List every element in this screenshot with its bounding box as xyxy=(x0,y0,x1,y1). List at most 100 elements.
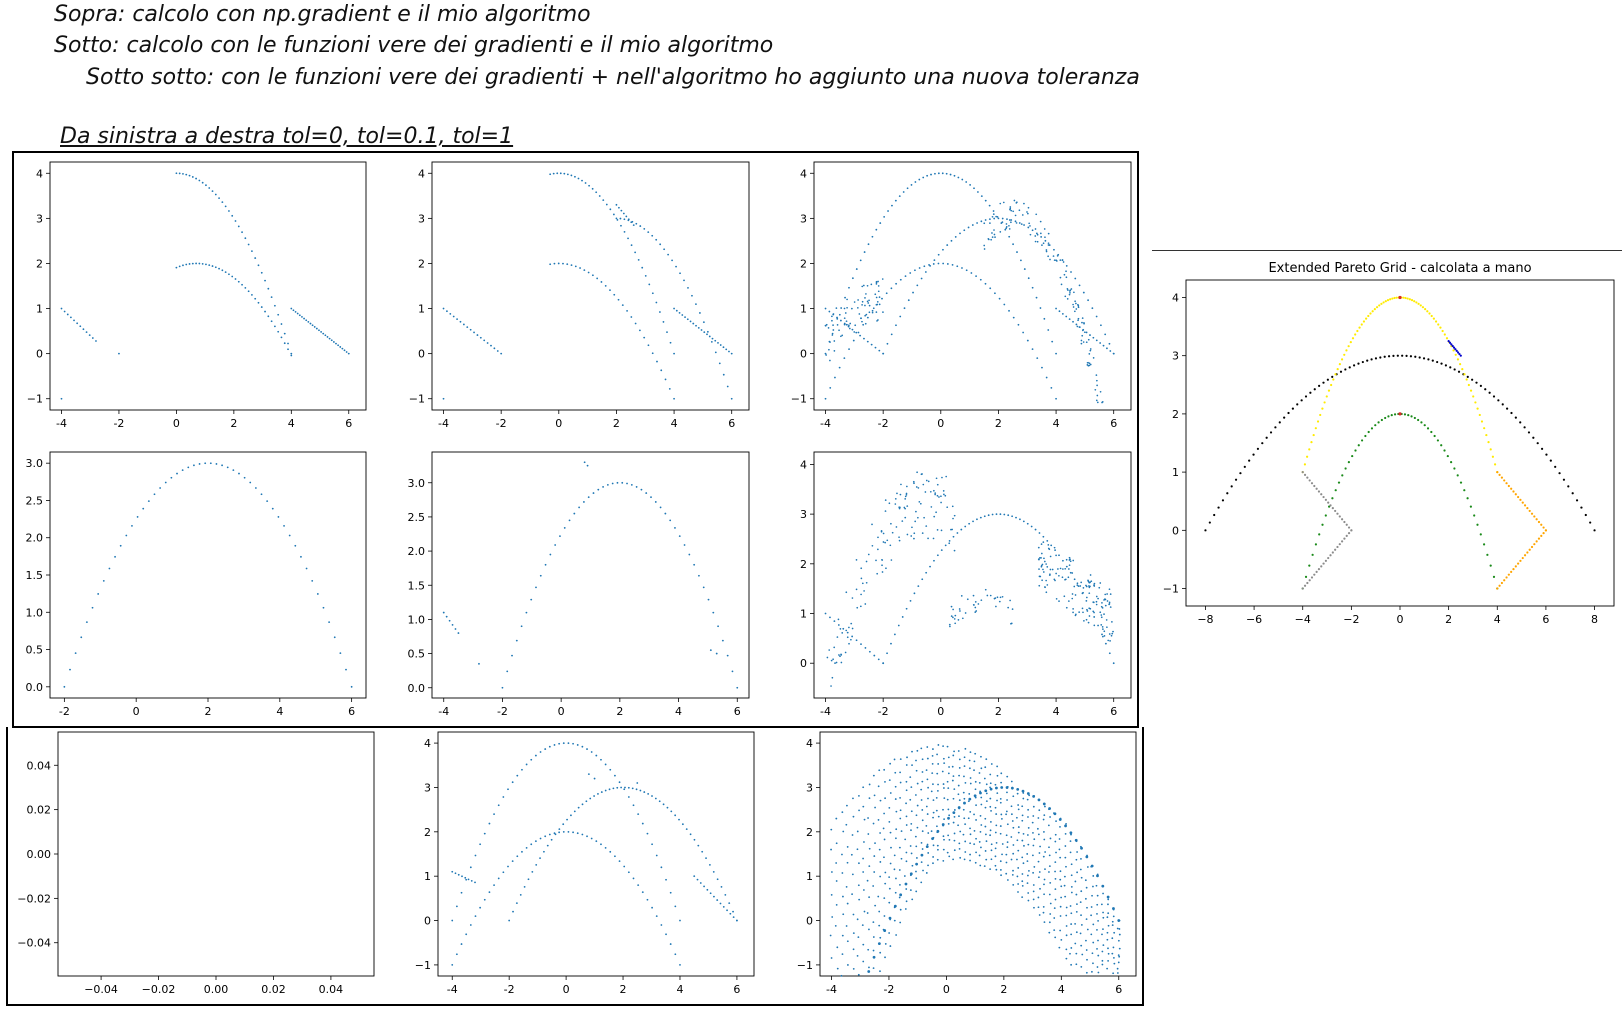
data-point xyxy=(941,172,944,175)
data-point xyxy=(1006,791,1008,794)
data-point xyxy=(1371,310,1374,313)
data-point xyxy=(1021,805,1024,808)
data-point xyxy=(1352,364,1356,367)
x-tick-label: −8 xyxy=(1197,613,1213,626)
data-point xyxy=(863,818,866,821)
data-point xyxy=(921,578,924,581)
data-point xyxy=(893,633,896,636)
data-point xyxy=(1544,529,1548,532)
data-point xyxy=(855,639,858,642)
data-point xyxy=(881,564,883,567)
data-point xyxy=(244,237,247,240)
data-point xyxy=(924,491,927,493)
data-point xyxy=(654,501,657,503)
data-point xyxy=(895,934,898,936)
data-point xyxy=(454,628,457,630)
data-point xyxy=(1340,540,1344,543)
y-tick-label: 3.0 xyxy=(408,477,426,490)
data-point xyxy=(170,476,173,479)
data-point xyxy=(175,172,178,175)
x-tick-label: 0 xyxy=(563,983,570,996)
data-point xyxy=(1071,593,1074,595)
data-point xyxy=(465,933,468,936)
data-point xyxy=(525,763,528,766)
data-point xyxy=(830,848,832,851)
data-point xyxy=(1087,338,1090,341)
data-point xyxy=(1072,320,1074,323)
data-point xyxy=(990,238,993,241)
data-point xyxy=(1010,622,1013,625)
data-point xyxy=(931,837,934,841)
data-point xyxy=(1439,326,1442,329)
data-point xyxy=(1092,336,1095,339)
data-point xyxy=(523,885,526,888)
x-tick-label: −0.04 xyxy=(84,983,118,996)
data-point xyxy=(1367,314,1370,318)
data-point xyxy=(958,767,961,769)
data-point xyxy=(1483,427,1486,430)
data-point xyxy=(1526,551,1529,554)
data-point xyxy=(728,350,730,353)
data-point xyxy=(1036,357,1039,360)
data-point xyxy=(717,342,719,344)
y-tick-label: 1.0 xyxy=(408,613,426,626)
data-point xyxy=(894,503,897,505)
data-point xyxy=(1533,515,1536,518)
data-point xyxy=(1360,439,1364,442)
data-point xyxy=(1010,858,1013,861)
data-point xyxy=(1009,208,1011,211)
data-point xyxy=(1386,299,1390,302)
data-point xyxy=(1043,878,1046,881)
data-point xyxy=(987,514,990,517)
data-point xyxy=(1026,522,1029,525)
data-point xyxy=(562,830,565,833)
data-point xyxy=(583,269,586,271)
data-point xyxy=(860,317,862,320)
x-tick-label: −4 xyxy=(1295,613,1311,626)
data-point xyxy=(905,789,908,792)
data-point xyxy=(946,851,949,854)
data-point xyxy=(1092,601,1095,604)
data-point xyxy=(1343,520,1346,524)
data-point xyxy=(1045,591,1048,594)
data-point xyxy=(581,803,584,806)
data-point xyxy=(953,618,956,620)
data-point xyxy=(215,463,218,465)
data-point xyxy=(195,177,197,180)
data-point xyxy=(1318,533,1321,536)
data-point xyxy=(209,462,212,465)
data-point xyxy=(591,274,594,277)
data-point xyxy=(708,335,711,338)
data-point xyxy=(1048,871,1050,873)
data-point xyxy=(705,857,707,860)
data-point xyxy=(1065,914,1068,917)
data-point xyxy=(699,312,701,314)
data-point xyxy=(1316,420,1320,423)
data-point xyxy=(863,337,865,340)
data-point xyxy=(845,629,848,632)
data-point xyxy=(1537,537,1541,540)
data-point xyxy=(999,202,1002,205)
data-point xyxy=(218,267,220,270)
data-point xyxy=(851,635,854,638)
data-point xyxy=(702,321,705,324)
data-point xyxy=(1393,296,1396,300)
data-point xyxy=(868,847,871,850)
data-point xyxy=(1336,545,1339,549)
data-point xyxy=(830,685,832,687)
data-point xyxy=(298,314,301,317)
data-point xyxy=(1096,903,1099,906)
data-point xyxy=(1020,223,1023,225)
data-point xyxy=(1054,888,1057,891)
data-point xyxy=(922,483,925,486)
data-point xyxy=(1075,963,1078,966)
data-point xyxy=(903,307,906,310)
data-point xyxy=(838,654,840,656)
data-point xyxy=(968,797,972,801)
data-point xyxy=(1042,911,1045,914)
data-point xyxy=(280,323,283,325)
data-point xyxy=(1053,259,1056,262)
data-point xyxy=(920,861,923,864)
data-point xyxy=(270,320,273,323)
data-point xyxy=(898,896,901,899)
